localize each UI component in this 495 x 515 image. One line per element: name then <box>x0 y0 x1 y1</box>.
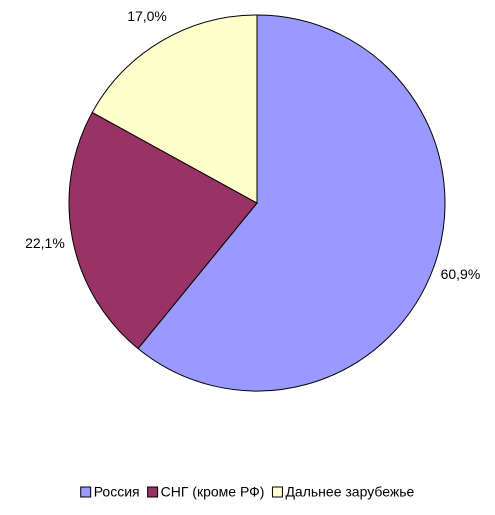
pie-slice <box>91 14 258 204</box>
data-label: 60,9% <box>441 266 481 282</box>
data-label: 17,0% <box>127 8 167 24</box>
legend-swatch <box>80 486 92 498</box>
legend: Россия СНГ (кроме РФ) Дальнее зарубежье <box>80 484 415 500</box>
pie-slice <box>68 111 258 350</box>
pie-slice <box>137 14 446 392</box>
data-label: 22,1% <box>25 235 65 251</box>
legend-label: СНГ (кроме РФ) <box>161 484 265 500</box>
legend-swatch <box>147 486 159 498</box>
legend-label: Россия <box>94 484 140 500</box>
legend-swatch <box>271 486 283 498</box>
legend-label: Дальнее зарубежье <box>285 484 414 500</box>
